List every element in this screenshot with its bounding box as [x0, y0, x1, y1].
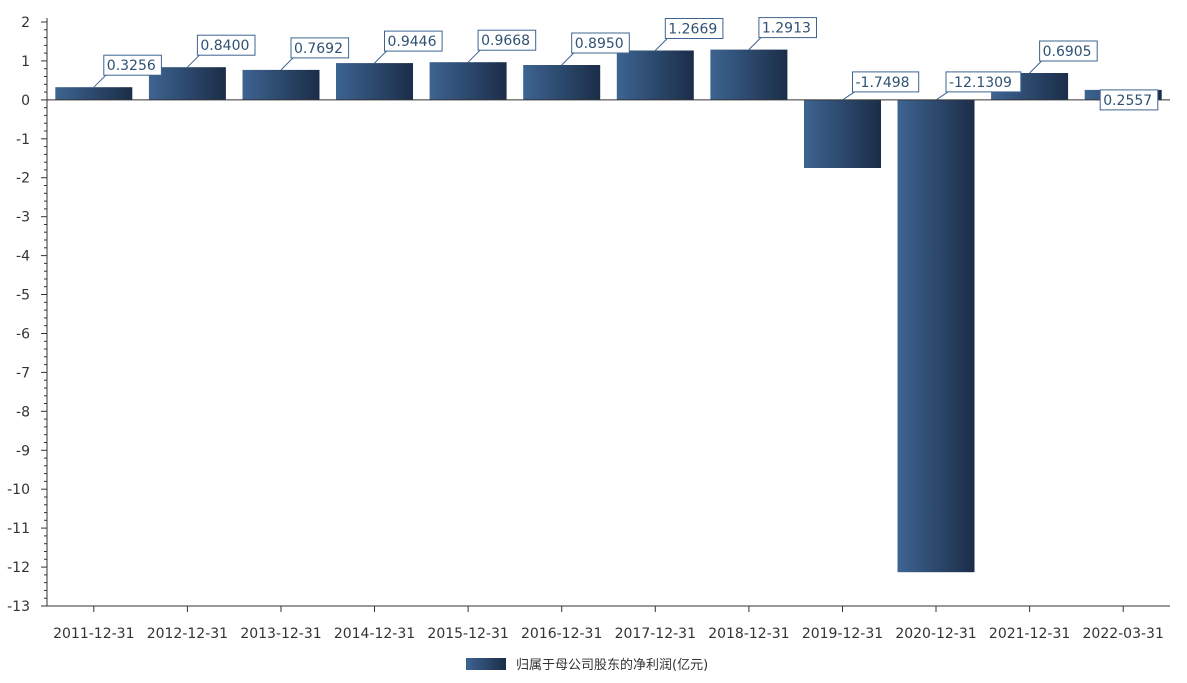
y-tick-label: -3: [16, 210, 30, 226]
bar: [616, 50, 694, 100]
data-label-box: [758, 17, 818, 39]
data-label: 0.8400: [187, 34, 256, 68]
bar: [897, 99, 975, 573]
axes-layer: 2 1 0 -1 -2 -3 -4 -5 -6 -7 -8 -9 -10 -11 -12 -13 2011-12…: [7, 15, 1170, 642]
y-tick-label: 1: [21, 54, 30, 70]
bar: [710, 49, 788, 100]
bars-layer: [55, 49, 1162, 573]
bar: [523, 65, 601, 100]
leader-line: [93, 74, 107, 88]
data-labels-layer: 0.3256 0.8400 0.7692 0.9446 0.9668 0.8950 1.26…: [93, 17, 1159, 111]
x-tick-label: 2011-12-31: [53, 626, 134, 642]
leader-line: [280, 57, 294, 71]
data-label: 0.9668: [467, 29, 537, 63]
data-label-text: 0.9668: [481, 33, 530, 49]
data-label: 0.2557: [1099, 89, 1159, 111]
x-tick-label: 2019-12-31: [802, 626, 883, 642]
data-label-box: [945, 71, 1022, 93]
data-label-text: 1.2669: [668, 22, 717, 38]
x-tick-label: 2018-12-31: [708, 626, 789, 642]
bar: [55, 87, 133, 100]
data-label: -12.1309: [935, 71, 1022, 101]
y-tick-label: -8: [16, 404, 30, 420]
bar: [804, 99, 881, 168]
y-tick-label: -13: [7, 599, 30, 615]
leader-line: [187, 54, 200, 68]
leader-line: [654, 38, 668, 51]
y-tick-label: -11: [7, 521, 30, 537]
data-label-text: 0.6905: [1043, 44, 1092, 60]
leader-line: [748, 37, 762, 50]
bar: [242, 69, 320, 100]
data-label-box: [571, 32, 630, 54]
bar: [336, 63, 413, 100]
data-label: 0.8950: [561, 32, 630, 66]
y-tick-label: -6: [16, 327, 30, 343]
leader-line: [935, 91, 949, 101]
x-tick-label: 2017-12-31: [615, 626, 696, 642]
x-tick-label: 2016-12-31: [521, 626, 602, 642]
data-label: 1.2913: [748, 17, 818, 50]
data-label-text: 0.8950: [575, 36, 624, 52]
leader-line: [561, 52, 575, 66]
x-tick-label: 2013-12-31: [240, 626, 321, 642]
data-label-box: [384, 30, 443, 52]
x-tick-label: 2014-12-31: [334, 626, 415, 642]
x-tick-label: 2021-12-31: [989, 626, 1070, 642]
y-tick-label: -9: [16, 443, 30, 459]
x-tick-label: 2020-12-31: [895, 626, 976, 642]
data-label-text: -1.7498: [856, 75, 910, 91]
legend: 归属于母公司股东的净利润(亿元): [466, 657, 708, 673]
data-label-text: 1.2913: [762, 21, 811, 37]
data-label-text: 0.3256: [107, 58, 156, 74]
data-label: -1.7498: [842, 71, 920, 101]
y-tick-label: -10: [7, 482, 30, 498]
data-label-box: [1099, 89, 1159, 111]
x-tick-label: 2012-12-31: [147, 626, 228, 642]
data-label-text: 0.8400: [200, 38, 249, 54]
y-tick-label: -2: [16, 171, 30, 187]
data-label-box: [290, 37, 350, 59]
y-tick-label: 0: [21, 93, 30, 109]
data-label-box: [852, 71, 920, 93]
y-tick-label: -4: [16, 249, 30, 265]
data-label: 0.7692: [280, 37, 350, 71]
data-label-text: 0.2557: [1103, 93, 1152, 109]
y-tick-label: -1: [16, 132, 30, 148]
data-label: 0.3256: [93, 54, 162, 88]
data-label-box: [196, 34, 256, 56]
leader-line: [374, 50, 387, 64]
y-tick-label: -7: [16, 365, 30, 381]
y-tick-label: -12: [7, 560, 30, 576]
data-label-box: [1039, 40, 1098, 62]
data-label-box: [664, 18, 724, 39]
data-label-box: [477, 29, 537, 51]
y-tick-label: -5: [16, 288, 30, 304]
bar: [429, 62, 507, 100]
data-label-text: 0.7692: [294, 41, 343, 57]
legend-label: 归属于母公司股东的净利润(亿元): [516, 657, 708, 673]
x-tick-label: 2022-03-31: [1083, 626, 1164, 642]
leader-line: [842, 91, 855, 101]
leader-line: [467, 49, 481, 63]
data-label-text: -12.1309: [949, 75, 1012, 91]
data-label-box: [103, 54, 162, 76]
leader-line: [1029, 60, 1042, 74]
x-tick-label: 2015-12-31: [427, 626, 508, 642]
y-tick-label: 2: [21, 15, 30, 31]
data-label: 1.2669: [654, 18, 724, 51]
data-label: 0.9446: [374, 30, 443, 64]
legend-swatch: [466, 658, 506, 670]
data-label: 0.6905: [1029, 40, 1098, 74]
data-label-text: 0.9446: [388, 34, 437, 50]
